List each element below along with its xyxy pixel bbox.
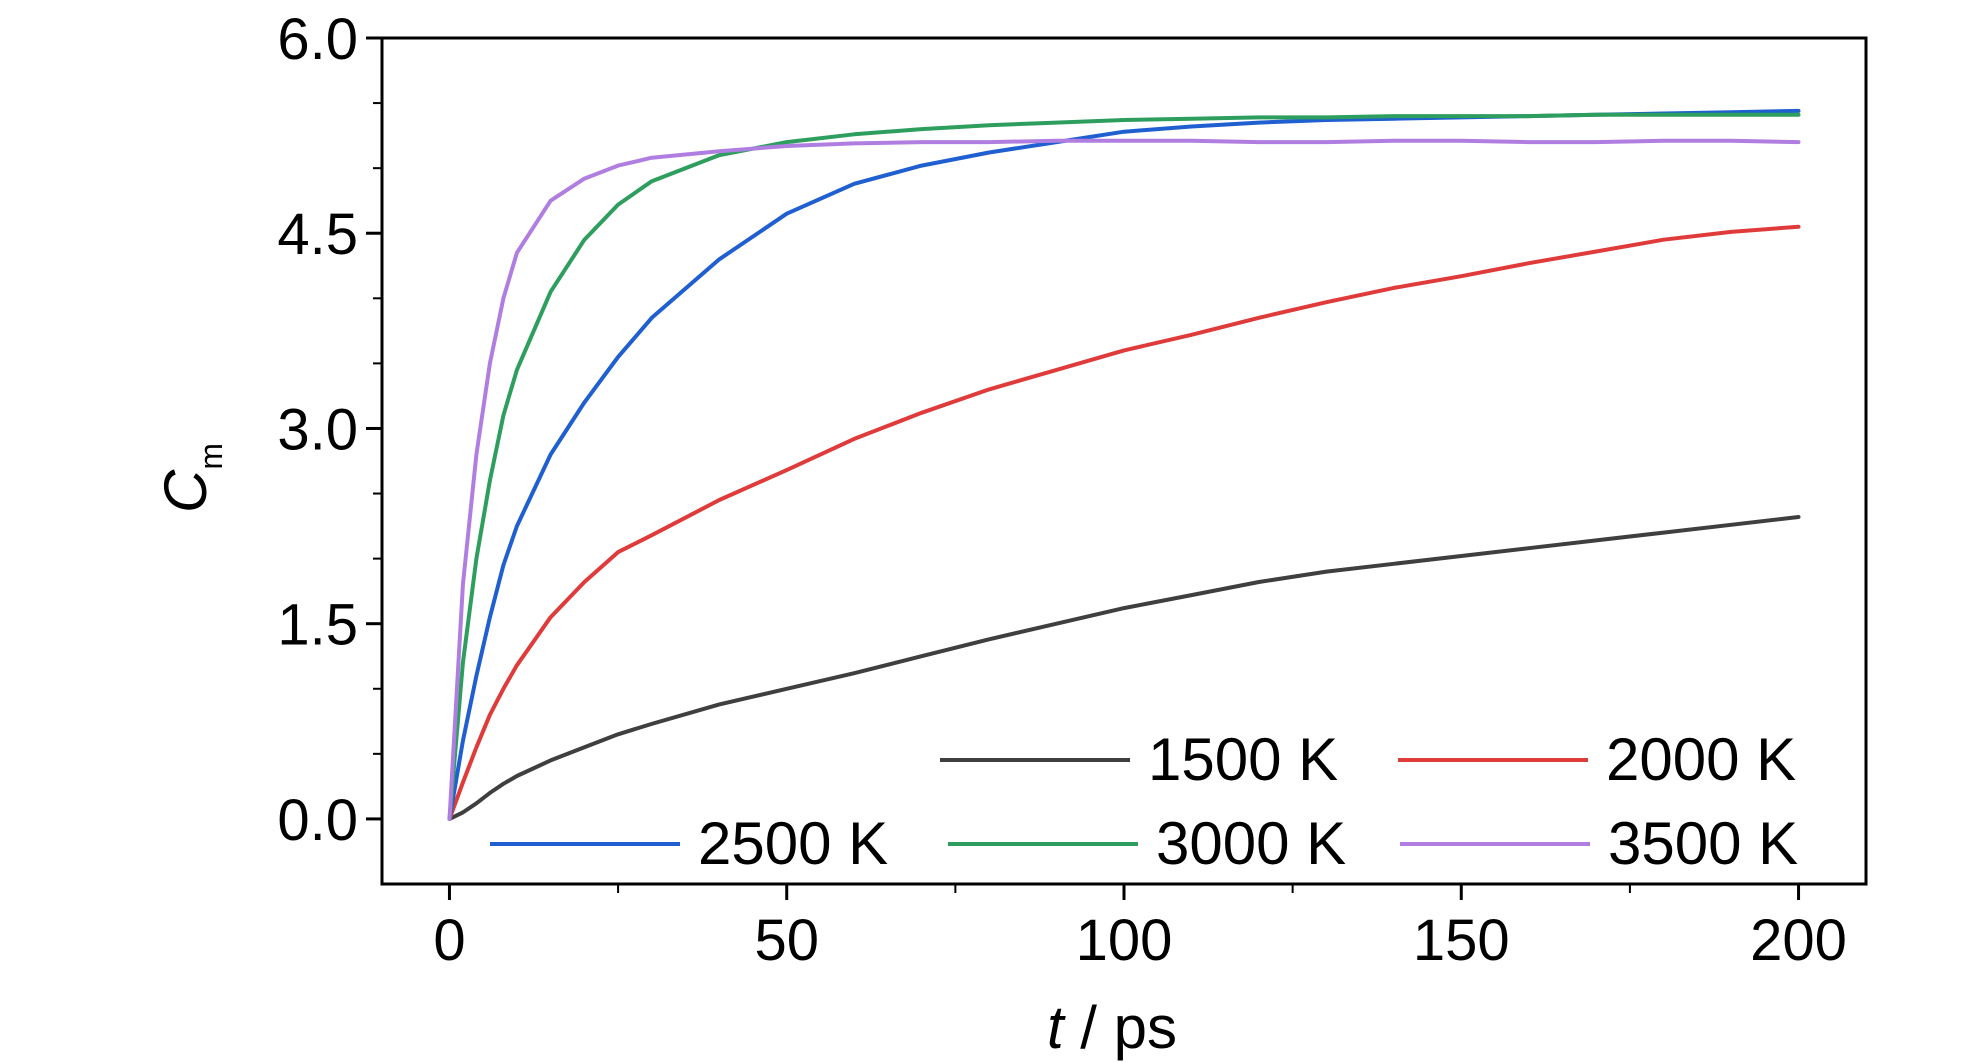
x-axis-title-italic: t <box>1047 994 1066 1061</box>
y-axis: 0.0 1.5 3.0 4.5 6.0 <box>277 7 382 853</box>
legend-label-1500-k: 1500 K <box>1148 726 1338 793</box>
x-axis-title-unit: / ps <box>1064 994 1177 1061</box>
y-tick-label: 0.0 <box>277 788 358 853</box>
x-axis: 0 50 100 150 200 <box>433 884 1847 973</box>
y-tick-label: 4.5 <box>277 202 358 267</box>
y-tick-label: 1.5 <box>277 593 358 658</box>
y-axis-title-subscript: m <box>193 443 229 470</box>
y-axis-title-main: C <box>152 469 219 513</box>
series-line-2000-k <box>447 224 1801 821</box>
series-line-2500-k <box>447 108 1801 821</box>
x-tick-label: 50 <box>754 908 819 973</box>
y-tick-label: 6.0 <box>277 7 358 72</box>
x-tick-label: 100 <box>1076 908 1173 973</box>
legend-label-3500-k: 3500 K <box>1608 810 1798 877</box>
series-line-3500-k <box>447 138 1801 821</box>
y-axis-title: Cm <box>152 443 229 513</box>
x-axis-title: t / ps <box>1047 994 1177 1061</box>
x-tick-label: 150 <box>1413 908 1510 973</box>
x-tick-label: 200 <box>1750 908 1847 973</box>
series-line-1500-k <box>447 515 1801 821</box>
legend: 1500 K 2000 K 2500 K 3000 K 3500 K <box>490 726 1798 877</box>
series-lines <box>447 108 1801 821</box>
series-line-3000-k <box>447 112 1801 821</box>
y-tick-label: 3.0 <box>277 397 358 462</box>
x-tick-label: 0 <box>433 908 465 973</box>
legend-label-2000-k: 2000 K <box>1606 726 1796 793</box>
axes: 0 50 100 150 200 0.0 1.5 3.0 4.5 6.0 <box>277 7 1868 973</box>
legend-label-3000-k: 3000 K <box>1156 810 1346 877</box>
legend-label-2500-k: 2500 K <box>698 810 888 877</box>
